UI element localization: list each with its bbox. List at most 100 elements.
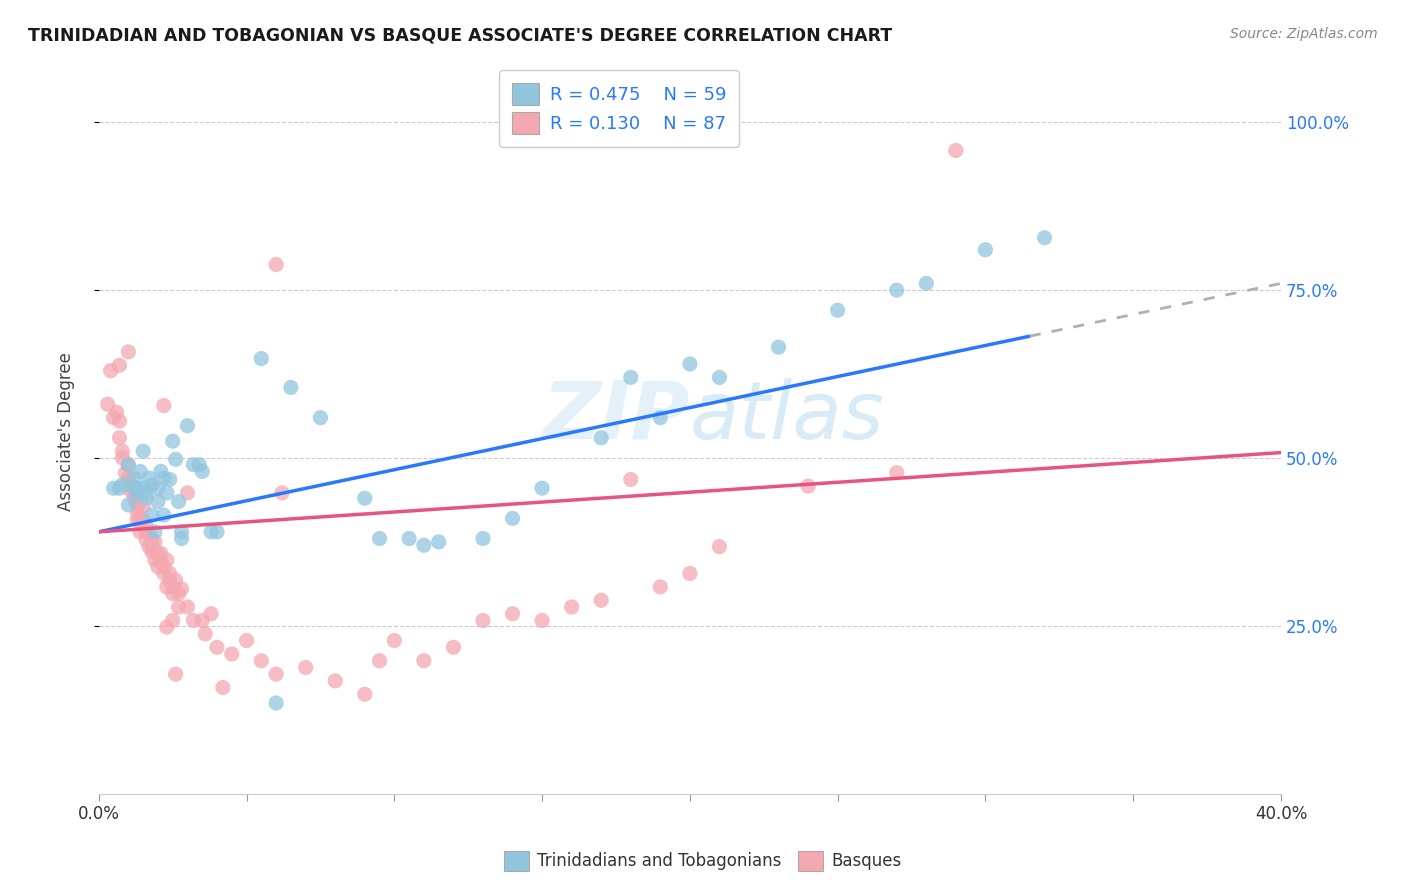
Point — [280, 380, 302, 394]
Point — [200, 607, 222, 621]
Point — [135, 486, 157, 500]
Point — [235, 633, 257, 648]
Point — [165, 573, 187, 587]
Point — [120, 478, 142, 492]
Point — [138, 540, 160, 554]
Text: atlas: atlas — [690, 377, 884, 456]
Point — [156, 486, 179, 500]
Point — [146, 494, 169, 508]
Point — [149, 546, 172, 560]
Point — [105, 405, 128, 419]
Point — [165, 452, 187, 467]
Point — [1033, 231, 1056, 245]
Point — [165, 667, 187, 681]
Point — [122, 481, 145, 495]
Point — [443, 640, 465, 655]
Point — [143, 534, 166, 549]
Point — [143, 553, 166, 567]
Point — [768, 340, 790, 354]
Point — [132, 513, 155, 527]
Point — [111, 478, 134, 492]
Point — [323, 673, 346, 688]
Point — [149, 464, 172, 478]
Text: Source: ZipAtlas.com: Source: ZipAtlas.com — [1230, 27, 1378, 41]
Point — [132, 481, 155, 495]
Point — [146, 481, 169, 495]
Point — [135, 524, 157, 539]
Point — [127, 481, 149, 495]
Point — [264, 667, 287, 681]
Point — [141, 533, 163, 547]
Point — [183, 614, 205, 628]
Point — [170, 524, 193, 539]
Point — [138, 526, 160, 541]
Point — [797, 479, 820, 493]
Point — [531, 614, 554, 628]
Point — [122, 486, 145, 500]
Point — [472, 614, 495, 628]
Point — [127, 506, 149, 520]
Point — [250, 654, 273, 668]
Point — [398, 532, 420, 546]
Point — [176, 600, 198, 615]
Point — [650, 580, 672, 594]
Point — [103, 410, 125, 425]
Point — [108, 414, 131, 428]
Point — [141, 478, 163, 492]
Point — [141, 540, 163, 554]
Point — [117, 344, 139, 359]
Point — [591, 593, 613, 607]
Point — [264, 696, 287, 710]
Point — [502, 511, 524, 525]
Point — [120, 484, 142, 499]
Point — [915, 277, 938, 291]
Point — [427, 534, 450, 549]
Point — [129, 524, 152, 539]
Point — [167, 494, 190, 508]
Point — [156, 580, 179, 594]
Point — [111, 450, 134, 465]
Point — [146, 546, 169, 560]
Point — [127, 513, 149, 527]
Point — [620, 472, 643, 486]
Point — [591, 431, 613, 445]
Point — [472, 532, 495, 546]
Point — [191, 464, 214, 478]
Point — [146, 559, 169, 574]
Point — [176, 418, 198, 433]
Point — [117, 458, 139, 472]
Point — [127, 488, 149, 502]
Point — [162, 586, 184, 600]
Point — [194, 627, 217, 641]
Point — [153, 559, 176, 574]
Point — [412, 538, 434, 552]
Point — [117, 498, 139, 512]
Point — [221, 647, 243, 661]
Text: ZIP: ZIP — [543, 377, 690, 456]
Point — [886, 466, 908, 480]
Text: TRINIDADIAN AND TOBAGONIAN VS BASQUE ASSOCIATE'S DEGREE CORRELATION CHART: TRINIDADIAN AND TOBAGONIAN VS BASQUE ASS… — [28, 27, 893, 45]
Point — [129, 513, 152, 527]
Point — [97, 397, 120, 411]
Point — [153, 399, 176, 413]
Point — [159, 573, 181, 587]
Point — [122, 471, 145, 485]
Point — [153, 508, 176, 522]
Point — [531, 481, 554, 495]
Point — [709, 370, 731, 384]
Point — [200, 524, 222, 539]
Point — [294, 660, 316, 674]
Point — [114, 466, 136, 480]
Point — [141, 545, 163, 559]
Point — [974, 243, 997, 257]
Point — [108, 481, 131, 495]
Point — [159, 472, 181, 486]
Point — [205, 640, 228, 655]
Point — [945, 144, 967, 158]
Point — [156, 620, 179, 634]
Point — [353, 491, 375, 506]
Point — [149, 553, 172, 567]
Point — [129, 464, 152, 478]
Point — [368, 532, 391, 546]
Point — [103, 481, 125, 495]
